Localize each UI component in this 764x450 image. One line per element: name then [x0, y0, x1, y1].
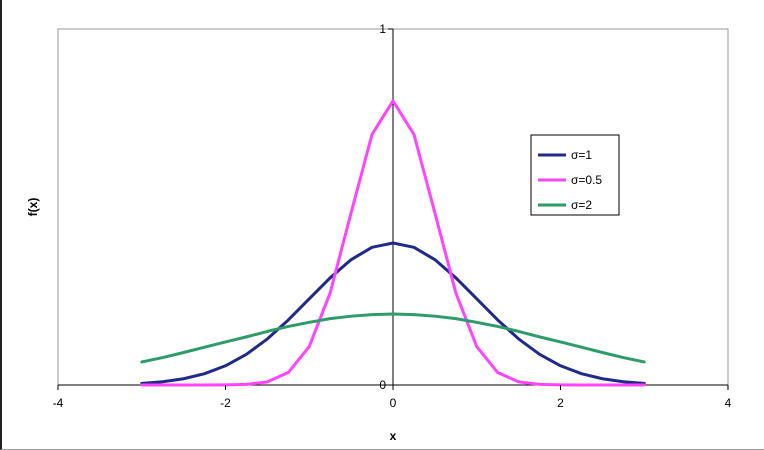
series-line-2	[140, 312, 646, 364]
x-tick-label: -4	[53, 396, 64, 410]
x-tick-label: 4	[725, 396, 732, 410]
x-tick-label: -2	[220, 396, 231, 410]
series-line-1	[140, 99, 646, 387]
legend-box	[530, 134, 620, 216]
legend: σ=1 σ=0.5 σ=2	[530, 134, 620, 216]
legend-label: σ=0.5	[571, 173, 602, 187]
x-tick-label: 2	[557, 396, 564, 410]
legend-label: σ=2	[571, 198, 592, 212]
y-tick-label: 1	[379, 22, 386, 36]
x-tick-label: 0	[390, 396, 397, 410]
y-axis-title: f(x)	[26, 198, 40, 217]
y-tick-label: 0	[379, 378, 386, 392]
x-axis-title: x	[390, 429, 397, 443]
series-line-0	[140, 241, 646, 385]
legend-label: σ=1	[571, 148, 592, 162]
